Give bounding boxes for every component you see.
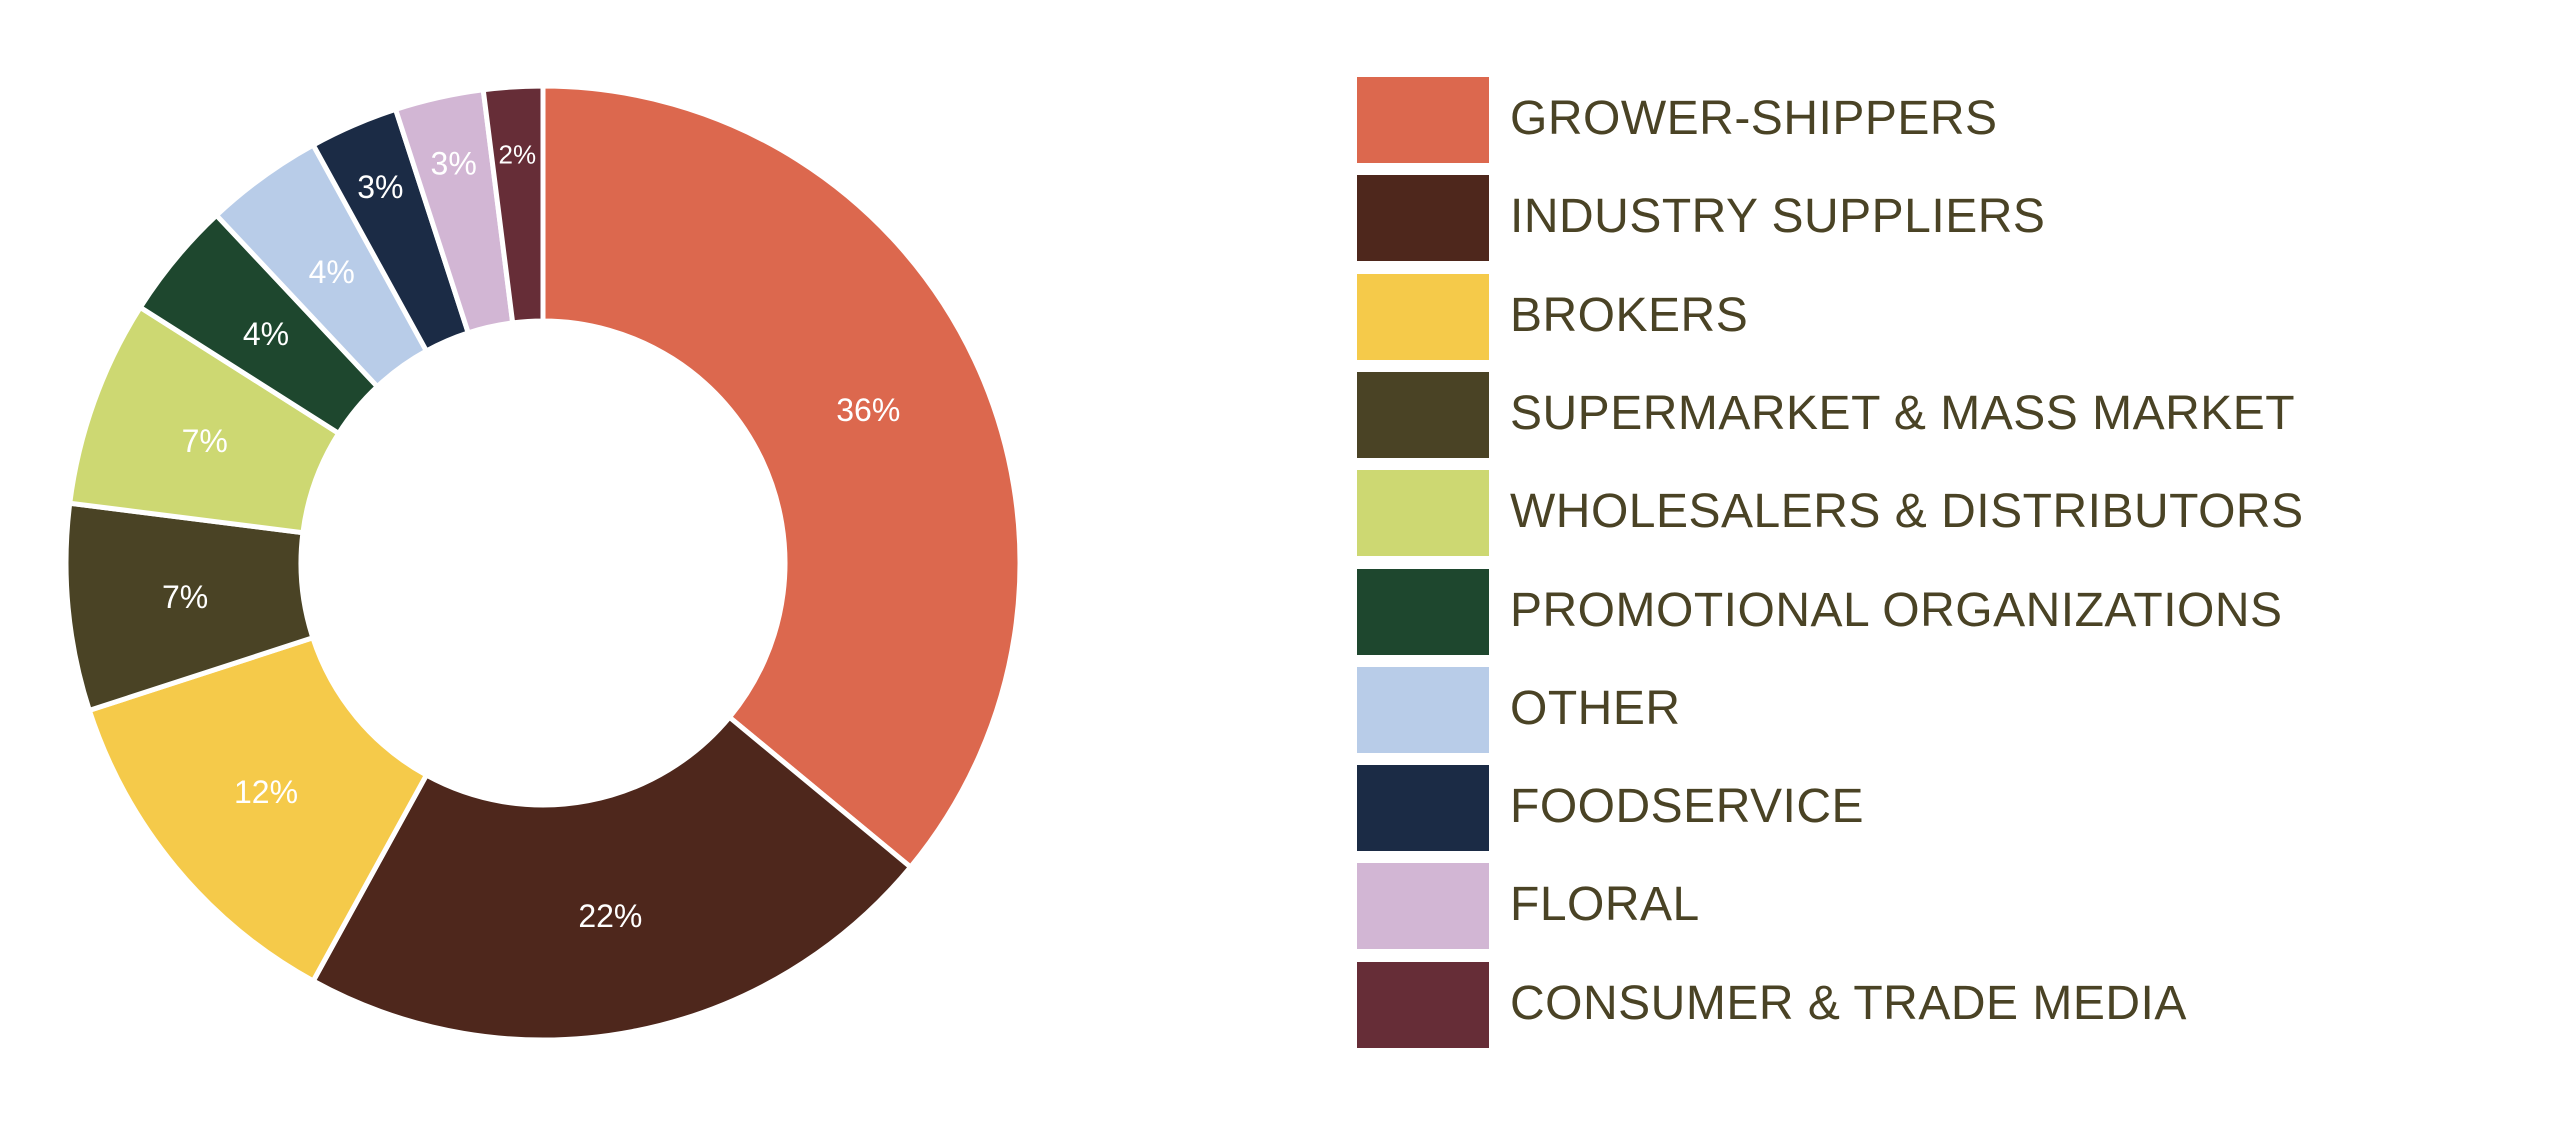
legend-label: PROMOTIONAL ORGANIZATIONS bbox=[1510, 583, 2283, 637]
legend-label: WHOLESALERS & DISTRIBUTORS bbox=[1510, 485, 2304, 539]
legend-label: GROWER-SHIPPERS bbox=[1510, 92, 1998, 145]
legend-swatch bbox=[1357, 273, 1489, 360]
data-label: 12% bbox=[234, 774, 298, 810]
legend-item: WHOLESALERS & DISTRIBUTORS bbox=[1357, 470, 2557, 557]
legend-item: GROWER-SHIPPERS bbox=[1357, 77, 2557, 163]
legend-label: SUPERMARKET & MASS MARKET bbox=[1510, 386, 2296, 440]
slice-industry-suppliers bbox=[309, 713, 915, 1043]
legend-item: SUPERMARKET & MASS MARKET bbox=[1357, 371, 2557, 458]
legend-item: INDUSTRY SUPPLIERS bbox=[1357, 175, 2557, 262]
legend-item: FLORAL bbox=[1357, 863, 2557, 950]
slice-grower-shippers bbox=[540, 83, 1023, 871]
data-label: 3% bbox=[431, 145, 477, 181]
donut-chart: 36% 22% 12% 7% 7% 4% 4% 3% 3% 2% bbox=[63, 83, 1023, 1043]
legend-swatch bbox=[1357, 175, 1489, 262]
legend-label: OTHER bbox=[1510, 681, 1681, 735]
data-label: 4% bbox=[243, 316, 289, 352]
data-label: 7% bbox=[182, 423, 228, 459]
legend-item: BROKERS bbox=[1357, 273, 2557, 360]
data-label: 3% bbox=[357, 169, 403, 205]
data-label: 7% bbox=[162, 579, 208, 615]
legend-swatch bbox=[1357, 863, 1489, 950]
data-label: 2% bbox=[498, 139, 536, 169]
legend-label: BROKERS bbox=[1510, 288, 1749, 342]
legend-label: CONSUMER & TRADE MEDIA bbox=[1510, 976, 2187, 1030]
legend-swatch bbox=[1357, 470, 1489, 557]
legend-swatch bbox=[1357, 666, 1489, 753]
legend-swatch bbox=[1357, 568, 1489, 655]
legend-label: FLORAL bbox=[1510, 878, 1700, 932]
data-label: 4% bbox=[309, 254, 355, 290]
legend-swatch bbox=[1357, 77, 1489, 163]
slice-consumer-trade-media bbox=[480, 83, 546, 326]
legend-label: INDUSTRY SUPPLIERS bbox=[1510, 190, 2046, 244]
data-label: 36% bbox=[836, 392, 900, 428]
legend-swatch bbox=[1357, 765, 1489, 852]
legend-label: FOODSERVICE bbox=[1510, 780, 1865, 834]
slice-brokers bbox=[86, 634, 430, 985]
legend-item: OTHER bbox=[1357, 666, 2557, 753]
legend-item: PROMOTIONAL ORGANIZATIONS bbox=[1357, 568, 2557, 655]
data-label: 22% bbox=[578, 898, 642, 934]
legend-item: CONSUMER & TRADE MEDIA bbox=[1357, 961, 2557, 1048]
legend-swatch bbox=[1357, 371, 1489, 458]
legend-swatch bbox=[1357, 961, 1489, 1048]
legend-item: FOODSERVICE bbox=[1357, 765, 2557, 852]
